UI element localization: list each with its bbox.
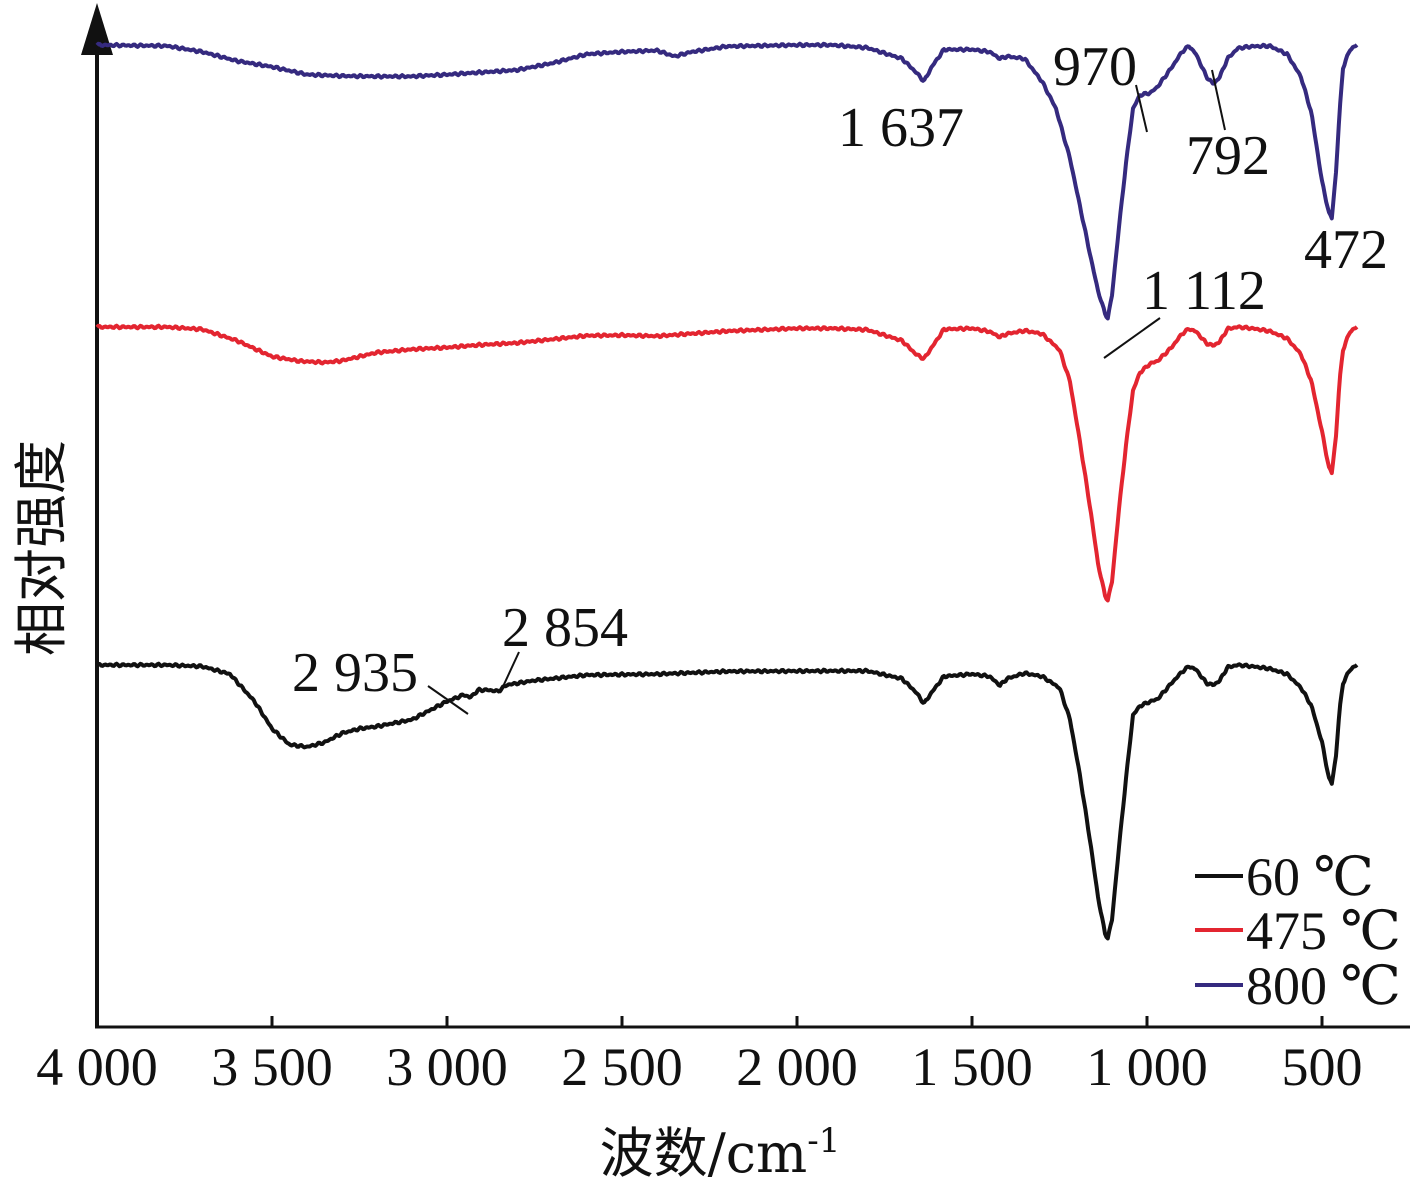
annotation-leader <box>427 685 469 715</box>
x-ticks: 4 000 3 500 3 000 2 500 2 000 1 500 1 000 500 <box>36 1016 1363 1097</box>
x-tick-label: 2 500 <box>561 1037 683 1097</box>
peak-annotation: 472 <box>1304 219 1388 281</box>
annotation-layer: 1 637 970 792 472 1 112 2 935 2 854 <box>292 36 1388 715</box>
annotation-leader <box>499 651 520 694</box>
annotation-leader <box>1211 69 1226 131</box>
x-axis-title-exp: -1 <box>807 1121 840 1161</box>
peak-annotation: 1 112 <box>1142 260 1266 322</box>
series-layer <box>95 41 1359 941</box>
x-tick-label: 1 500 <box>911 1037 1033 1097</box>
x-tick-label: 1 000 <box>1086 1037 1208 1097</box>
x-axis-title: 波数/cm-1 <box>600 1121 841 1181</box>
legend-label: 60 ℃ <box>1246 847 1374 907</box>
series-line <box>95 41 1359 321</box>
x-axis-title-main: 波数/cm <box>600 1122 808 1181</box>
y-axis-title: 相对强度 <box>10 440 73 656</box>
annotation-leader <box>1103 317 1161 359</box>
legend-label: 800 ℃ <box>1246 956 1401 1016</box>
legend-label: 475 ℃ <box>1246 901 1401 961</box>
x-tick-label: 3 000 <box>386 1037 508 1097</box>
series-line <box>95 323 1359 603</box>
y-axis-arrow <box>81 3 113 55</box>
x-tick-label: 4 000 <box>36 1037 158 1097</box>
x-tick-label: 3 500 <box>211 1037 333 1097</box>
peak-annotation: 2 935 <box>292 642 418 704</box>
series-line <box>95 661 1359 941</box>
annotation-leader <box>1135 84 1148 133</box>
peak-annotation: 2 854 <box>502 597 628 659</box>
x-tick-label: 2 000 <box>736 1037 858 1097</box>
peak-annotation: 1 637 <box>838 97 964 159</box>
x-tick-label: 500 <box>1282 1037 1363 1097</box>
peak-annotation: 970 <box>1053 36 1137 98</box>
peak-annotation: 792 <box>1186 125 1270 187</box>
axes <box>81 3 1410 1029</box>
